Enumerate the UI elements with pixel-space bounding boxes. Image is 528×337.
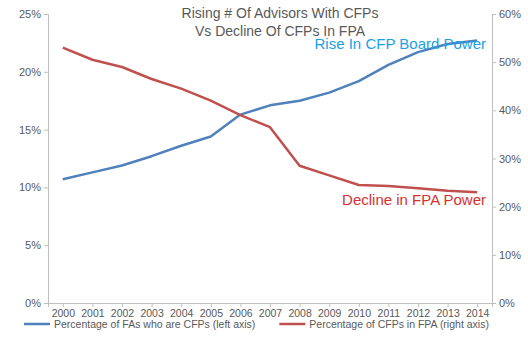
tick: 2011 [378,303,401,319]
tick-mark [492,207,496,208]
tick: 2008 [288,303,312,319]
tick: 5% [25,239,48,251]
tick-mark [211,303,212,307]
series-line [63,48,477,193]
tick: 2001 [81,303,105,319]
tick: 2000 [52,303,76,319]
tick-mark [359,303,360,307]
tick: 20% [492,201,521,213]
tick-mark [240,303,241,307]
tick: 2005 [200,303,224,319]
tick-mark [44,245,48,246]
title: Rising # Of Advisors With CFPs [182,5,379,21]
tick-mark [492,110,496,111]
tick-label: 20% [19,66,41,78]
plot-area [63,41,477,193]
tick-mark [492,14,496,15]
tick-mark [44,72,48,73]
tick-label: 60% [499,8,521,20]
tick-label: 10% [19,181,41,193]
legend-item: Percentage of FAs who are CFPs (left axi… [24,318,255,330]
tick-mark [300,303,301,307]
x-axis: 2000 2001 2002 2003 2004 2005 2006 2007 2008 2009… [49,303,493,319]
tick: 2003 [140,303,164,319]
tick-mark [270,303,271,307]
tick: 2002 [111,303,135,319]
tick-label: 10% [499,249,521,261]
tick: 15% [19,124,48,136]
tick-mark [492,159,496,160]
legend-swatch [279,323,305,326]
tick: 60% [492,8,521,20]
tick: 2010 [348,303,372,319]
tick: 2012 [407,303,431,319]
tick-mark [92,303,93,307]
tick-label: 20% [499,201,521,213]
tick-label: 5% [25,239,41,251]
tick-label: 40% [499,104,521,116]
tick: 10% [492,249,521,261]
tick-mark [44,187,48,188]
axis-line [493,15,497,304]
annotation: Rise In CFP Board Power [315,35,486,52]
annotation: Decline in FPA Power [342,191,486,208]
tick-mark [122,303,123,307]
tick-mark [44,14,48,15]
legend-label: Percentage of FAs who are CFPs (left axi… [54,318,255,330]
tick: 0% [25,297,48,309]
y-axis: 0% 5% 10% 15% 20% 25% [19,8,49,309]
tick-mark [492,62,496,63]
chart: 0% 5% 10% 15% 20% 25% 0% 10% 20% 30% 40% 50% 60% 2000… [0,0,528,337]
tick-mark [477,303,478,307]
tick: 30% [492,153,521,165]
legend: Percentage of FAs who are CFPs (left axi… [24,318,489,330]
tick-mark [152,303,153,307]
tick: 25% [19,8,48,20]
tick-label: 50% [499,56,521,68]
tick-mark [44,130,48,131]
tick-label: 0% [25,297,41,309]
axis-line [44,15,49,304]
tick: 2006 [229,303,253,319]
tick: 2014 [466,303,490,319]
tick: 10% [19,181,48,193]
tick-label: 15% [19,124,41,136]
tick: 0% [492,297,515,309]
tick: 2007 [259,303,283,319]
tick-label: 0% [499,297,515,309]
tick-mark [448,303,449,307]
tick-mark [492,255,496,256]
tick: 2004 [170,303,194,319]
tick: 2009 [318,303,342,319]
series-line [63,41,477,180]
tick: 20% [19,66,48,78]
tick-mark [388,303,389,307]
legend-swatch [24,323,50,326]
tick-label: 2007 [259,307,283,319]
legend-label: Percentage of CFPs in FPA (right axis) [309,318,489,330]
tick-mark [329,303,330,307]
tick-mark [63,303,64,307]
y2-axis: 0% 10% 20% 30% 40% 50% 60% [492,8,521,309]
tick-mark [44,303,48,304]
tick: 50% [492,56,521,68]
tick-label: 25% [19,8,41,20]
tick-mark [418,303,419,307]
legend-item: Percentage of CFPs in FPA (right axis) [279,318,489,330]
tick: 40% [492,104,521,116]
tick-label: 30% [499,153,521,165]
tick: 2013 [436,303,460,319]
tick-mark [181,303,182,307]
